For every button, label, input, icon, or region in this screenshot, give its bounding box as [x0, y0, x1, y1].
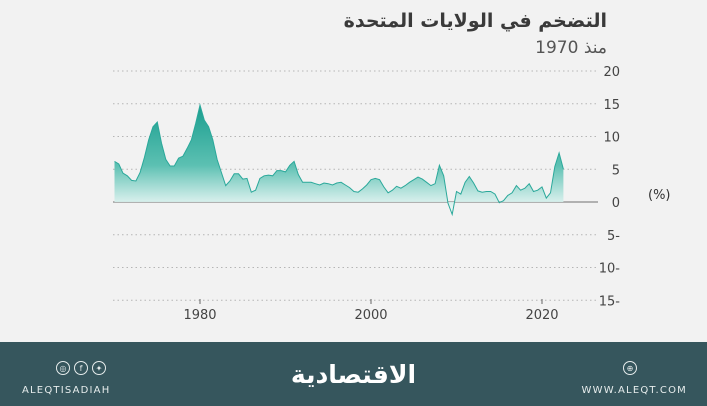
- y-axis-unit-label: (%): [648, 188, 671, 203]
- inflation-area: [114, 105, 564, 215]
- brand-logo: الاقتصادية: [290, 360, 417, 389]
- plot-area: [114, 103, 564, 217]
- website-link[interactable]: WWW.ALEQT.COM: [581, 385, 687, 396]
- inflation-area-chart: 20 15 10 5 0 5- 10- 15- 1980 2000 2020: [113, 65, 621, 323]
- instagram-icon[interactable]: ◎: [56, 361, 70, 375]
- globe-icon[interactable]: ⊕: [623, 361, 637, 375]
- social-icons: ◎ f ✦: [56, 361, 106, 375]
- y-axis-ticks: 20 15 10 5 0 5- 10- 15-: [599, 65, 621, 309]
- y-tick-label: 20: [603, 65, 620, 80]
- y-tick-label: 15: [603, 98, 620, 113]
- x-tick-label: 1980: [183, 308, 216, 323]
- y-tick-label: 0: [612, 196, 620, 211]
- x-axis-ticks: 1980 2000 2020: [183, 299, 559, 323]
- x-tick-label: 2000: [354, 308, 387, 323]
- inflation-line: [114, 103, 564, 217]
- chart-title: التضخم في الولايات المتحدة: [343, 10, 607, 32]
- x-tick-label: 2020: [525, 308, 558, 323]
- y-tick-label: 5: [612, 163, 620, 178]
- y-tick-label: 15-: [599, 294, 621, 309]
- chart-subtitle: منذ 1970: [535, 38, 607, 58]
- y-tick-label: 10: [603, 131, 620, 146]
- footer-bar: ◎ f ✦ ALEQTISADIAH الاقتصادية ⊕ WWW.ALEQ…: [0, 342, 707, 406]
- twitter-icon[interactable]: ✦: [92, 361, 106, 375]
- social-handle: ALEQTISADIAH: [22, 385, 111, 396]
- y-tick-label: 5-: [607, 229, 620, 244]
- y-tick-label: 10-: [599, 262, 621, 277]
- facebook-icon[interactable]: f: [74, 361, 88, 375]
